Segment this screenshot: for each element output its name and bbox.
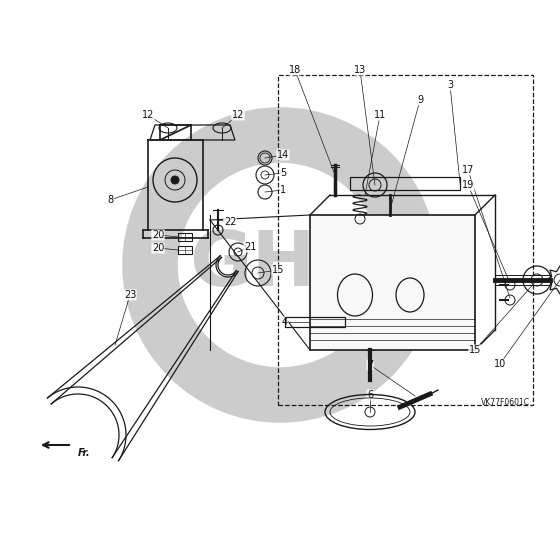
Circle shape [171,176,179,184]
Bar [310,215,475,350]
Text: 13: 13 [354,65,366,75]
Text: 23: 23 [124,290,136,300]
Text: 12: 12 [232,110,244,120]
Text: 3: 3 [447,80,453,90]
Text: 20: 20 [152,243,164,253]
Text: 6: 6 [367,390,373,400]
Text: 15: 15 [272,265,284,275]
Bar [278,75,533,405]
Text: VK77F0601C: VK77F0601C [481,398,530,407]
Text: Fr.: Fr. [78,448,91,458]
Text: 14: 14 [277,150,289,160]
Text: 4: 4 [282,317,288,327]
Text: GHS: GHS [189,228,371,302]
Text: 12: 12 [142,110,154,120]
Text: 9: 9 [417,95,423,105]
Text: 17: 17 [462,165,474,175]
Text: 5: 5 [280,168,286,178]
Text: 21: 21 [244,242,256,252]
Text: 7: 7 [367,360,373,370]
Text: 8: 8 [107,195,113,205]
Text: 22: 22 [224,217,236,227]
Text: 20: 20 [152,230,164,240]
Text: 10: 10 [494,359,506,369]
Text: 19: 19 [462,180,474,190]
Text: 18: 18 [289,65,301,75]
Text: 11: 11 [374,110,386,120]
Text: 1: 1 [280,185,286,195]
Text: 15: 15 [469,345,481,355]
